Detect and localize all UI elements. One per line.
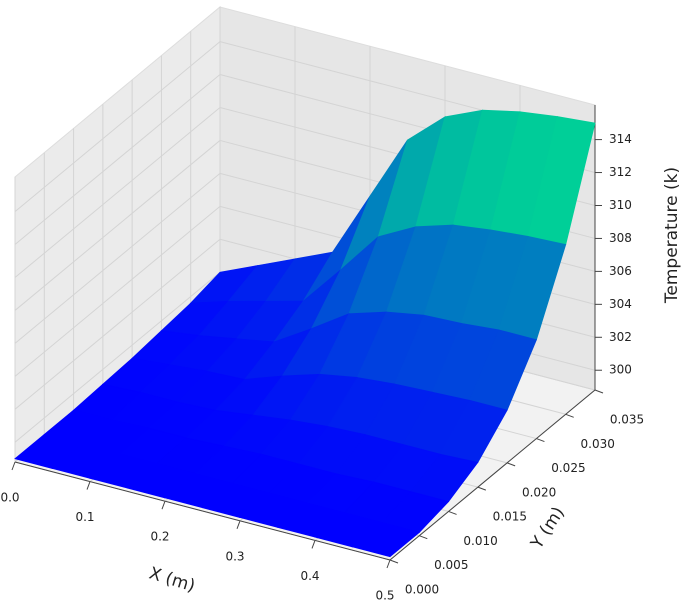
y-tick-label: 0.020 — [522, 485, 556, 499]
y-tick — [594, 389, 604, 394]
surface-patch — [351, 522, 421, 558]
x-axis-label: X (m) — [147, 564, 198, 597]
x-axis-line — [14, 461, 391, 561]
y-tick — [565, 413, 574, 418]
grid-line — [14, 173, 221, 344]
x-tick — [11, 461, 16, 471]
y-tick-label: 0.005 — [434, 558, 468, 572]
z-tick-label: 306 — [609, 264, 632, 278]
x-tick-label: 0.1 — [75, 510, 94, 524]
y-tick-label: 0.015 — [493, 510, 527, 524]
grid-line — [14, 205, 221, 377]
x-tick — [86, 481, 91, 490]
z-tick-label: 310 — [609, 198, 632, 212]
x-tick — [311, 540, 316, 549]
y-tick-label: 0.010 — [463, 534, 497, 548]
grid-line — [14, 140, 221, 311]
z-tick-label: 302 — [609, 330, 632, 344]
y-tick-label: 0.000 — [405, 583, 439, 597]
grid-line — [14, 238, 221, 410]
grid-line — [14, 41, 221, 212]
y-tick-label: 0.025 — [551, 461, 585, 475]
x-tick-label: 0.0 — [0, 491, 19, 505]
y-tick — [448, 510, 457, 515]
y-tick — [389, 559, 399, 564]
y-tick-label: 0.035 — [610, 413, 644, 427]
z-tick-label: 314 — [609, 132, 632, 146]
z-tick-label: 304 — [609, 297, 632, 311]
x-tick — [236, 520, 241, 529]
y-axis-label: Y (m) — [527, 503, 569, 553]
z-axis-label: Temperature (k) — [662, 167, 682, 304]
y-tick — [419, 535, 428, 540]
y-tick — [536, 438, 545, 443]
x-tick — [386, 559, 391, 569]
y-tick — [477, 486, 487, 491]
grid-line — [14, 74, 221, 245]
y-tick-label: 0.030 — [581, 437, 615, 451]
x-tick — [161, 501, 166, 510]
z-tick-label: 308 — [609, 231, 632, 245]
y-axis-line — [389, 389, 596, 561]
x-tick-label: 0.4 — [300, 569, 319, 583]
z-tick-label: 300 — [609, 363, 632, 377]
z-tick-label: 312 — [609, 165, 632, 179]
x-tick-label: 0.5 — [375, 589, 394, 603]
grid-line — [14, 271, 221, 443]
x-tick-label: 0.3 — [225, 549, 244, 563]
grid-line — [14, 107, 221, 278]
x-tick-label: 0.2 — [150, 530, 169, 544]
y-tick — [506, 462, 516, 467]
